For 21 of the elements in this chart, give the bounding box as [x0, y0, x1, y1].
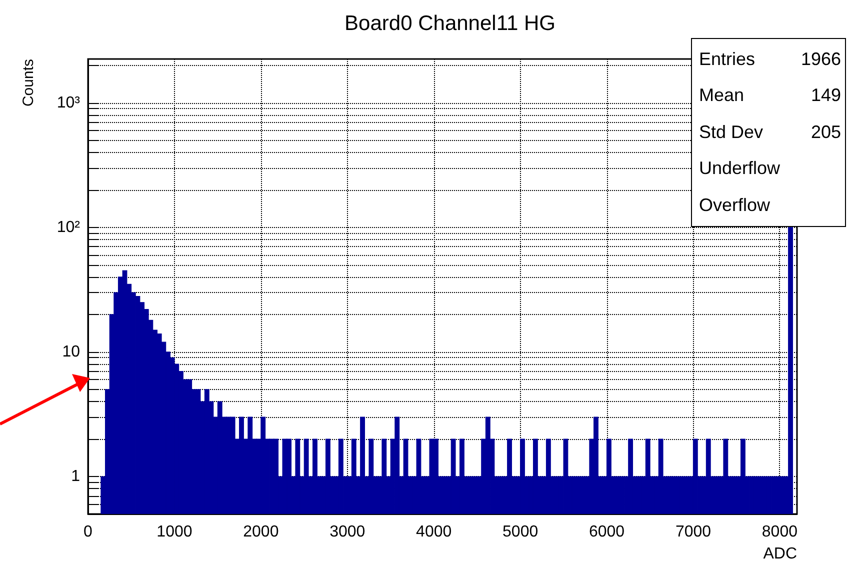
x-tick-label: 7000: [675, 524, 712, 540]
y-tick-label: 1: [71, 468, 80, 486]
x-tick-label: 4000: [416, 524, 452, 540]
chart-title: Board0 Channel11 HG: [344, 12, 556, 35]
y-axis-title: Counts: [20, 59, 37, 107]
x-tick-label: 2000: [243, 524, 279, 540]
y-tick-label: 10: [62, 343, 80, 360]
x-tick-label: 1000: [156, 524, 192, 540]
y-tick-label: 10³: [56, 94, 81, 112]
x-tick-label: 6000: [588, 524, 625, 540]
text: Std Dev 205: [699, 122, 841, 142]
x-tick-label: 5000: [502, 524, 538, 540]
x-axis-title: ADC: [763, 546, 797, 562]
y-tick-label: 10²: [56, 218, 81, 236]
annotation: Underflow: [699, 158, 780, 180]
text: Mean 149: [699, 85, 841, 106]
annotation: Overflow: [699, 194, 770, 216]
text: Entries 1966: [699, 48, 841, 69]
x-tick-label: 8000: [762, 524, 798, 540]
x-tick-label: 3000: [330, 524, 366, 540]
x-tick-label: 0: [84, 524, 93, 540]
